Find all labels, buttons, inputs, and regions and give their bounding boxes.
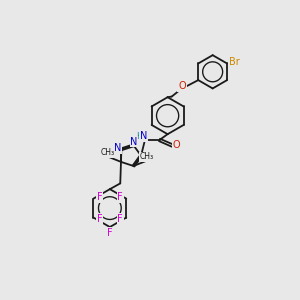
Text: N: N [130, 136, 138, 147]
Text: F: F [117, 192, 123, 202]
Text: F: F [97, 214, 102, 224]
Text: CH₃: CH₃ [140, 152, 154, 161]
Text: N: N [114, 143, 122, 153]
Text: H: H [136, 132, 142, 141]
Text: F: F [97, 192, 102, 202]
Text: O: O [172, 140, 180, 151]
Text: O: O [178, 81, 186, 91]
Text: Br: Br [229, 57, 239, 67]
Text: N: N [140, 131, 147, 142]
Text: F: F [107, 228, 113, 238]
Text: F: F [117, 214, 123, 224]
Text: CH₃: CH₃ [101, 148, 115, 157]
